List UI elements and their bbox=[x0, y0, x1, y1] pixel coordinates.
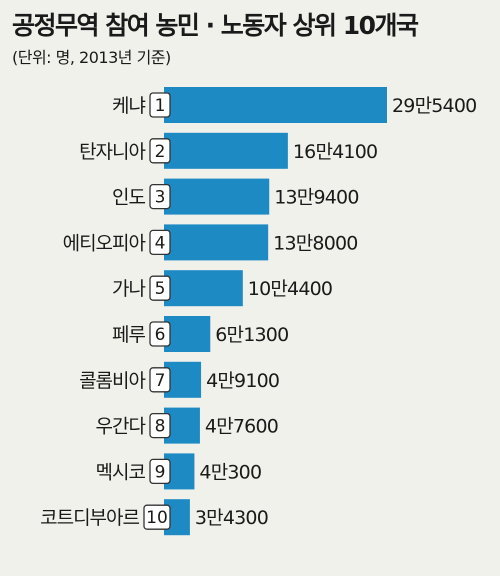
rank-label: 7 bbox=[155, 371, 166, 391]
rank-box bbox=[149, 275, 171, 301]
rank-label: 9 bbox=[155, 462, 166, 482]
category-label: 페루 bbox=[112, 324, 145, 346]
value-label: 3만4300 bbox=[195, 507, 268, 529]
value-label: 13만9400 bbox=[274, 187, 358, 209]
category-label: 탄자니아 bbox=[79, 141, 145, 163]
bar bbox=[164, 178, 270, 215]
rank-label: 8 bbox=[155, 417, 166, 437]
value-label: 10만4400 bbox=[248, 278, 332, 300]
bar bbox=[164, 87, 387, 123]
value-label: 13만8000 bbox=[273, 232, 357, 254]
value-label: 6만1300 bbox=[215, 324, 288, 346]
rank-box bbox=[149, 138, 171, 164]
category-label: 케냐 bbox=[112, 95, 145, 117]
bar bbox=[164, 316, 211, 352]
rank-box bbox=[149, 367, 171, 393]
chart-title: 공정무역 참여 농민 · 노동자 상위 10개국 bbox=[12, 11, 419, 40]
rank-box bbox=[143, 504, 171, 530]
rank-box bbox=[149, 458, 171, 485]
value-label: 29만5400 bbox=[392, 95, 476, 117]
rank-box bbox=[149, 321, 171, 347]
category-label: 에티오피아 bbox=[63, 232, 146, 254]
rank-box bbox=[149, 92, 171, 118]
value-label: 4만9100 bbox=[206, 370, 279, 392]
rank-label: 6 bbox=[155, 325, 166, 345]
bar bbox=[164, 224, 269, 261]
category-label: 멕시코 bbox=[96, 461, 146, 483]
bar bbox=[164, 132, 288, 169]
bar bbox=[164, 270, 243, 307]
value-label: 4만300 bbox=[199, 461, 261, 483]
value-label: 4만7600 bbox=[205, 416, 278, 438]
chart-subtitle: (단위: 명, 2013년 기준) bbox=[12, 48, 171, 67]
category-label: 가나 bbox=[112, 278, 145, 300]
rank-label: 10 bbox=[146, 508, 168, 528]
value-label: 16만4100 bbox=[293, 141, 377, 163]
category-label: 콜롬비아 bbox=[79, 370, 145, 392]
category-label: 인도 bbox=[112, 187, 145, 209]
rank-label: 3 bbox=[155, 188, 166, 208]
rank-label: 1 bbox=[155, 96, 166, 116]
rank-label: 2 bbox=[155, 142, 166, 162]
category-label: 코트디부아르 bbox=[40, 507, 139, 529]
rank-label: 4 bbox=[155, 233, 166, 253]
rank-box bbox=[149, 229, 171, 256]
rank-box bbox=[149, 183, 171, 210]
category-label: 우간다 bbox=[96, 416, 146, 438]
rank-label: 5 bbox=[155, 279, 166, 299]
rank-box bbox=[149, 412, 171, 439]
